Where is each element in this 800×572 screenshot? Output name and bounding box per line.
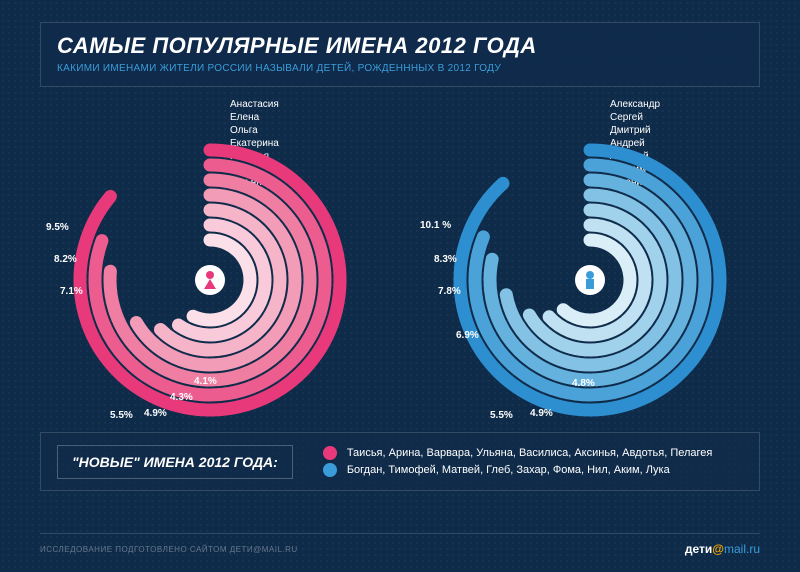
female-dot-icon [323, 446, 337, 460]
male-pct-label: 4.8% [572, 378, 595, 389]
male-pct-label: 7.8% [438, 286, 461, 297]
logo-pre: дети [685, 542, 712, 556]
new-female-row: Таисья, Арина, Варвара, Ульяна, Василиса… [323, 446, 743, 460]
female-pct-label: 8.2% [54, 254, 77, 265]
male-pct-label: 8.3% [434, 254, 457, 265]
male-pct-label: 4.9% [530, 408, 553, 419]
new-names-title: "НОВЫЕ" ИМЕНА 2012 ГОДА: [57, 445, 293, 479]
page-title: САМЫЕ ПОПУЛЯРНЫЕ ИМЕНА 2012 ГОДА [57, 33, 743, 59]
logo-post: mail.ru [724, 542, 760, 556]
male-dot-icon [323, 463, 337, 477]
male-person-body-icon [586, 279, 594, 289]
logo-at-icon: @ [712, 542, 724, 556]
footer: ИССЛЕДОВАНИЕ ПОДГОТОВЛЕНО САЙТОМ ДЕТИ@MA… [40, 533, 760, 556]
male-pct-label: 10.1 % [420, 220, 451, 231]
new-female-list: Таисья, Арина, Варвара, Ульяна, Василиса… [347, 447, 713, 459]
new-names-box: "НОВЫЕ" ИМЕНА 2012 ГОДА: Таисья, Арина, … [40, 432, 760, 491]
female-name-label: Анастасия [230, 98, 350, 111]
new-male-list: Богдан, Тимофей, Матвей, Глеб, Захар, Фо… [347, 464, 670, 476]
male-pct-label: 5.5% [490, 410, 513, 421]
footer-credit: ИССЛЕДОВАНИЕ ПОДГОТОВЛЕНО САЙТОМ ДЕТИ@MA… [40, 545, 298, 554]
female-pct-label: 4.1% [194, 376, 217, 387]
charts-container: АнастасияЕленаОльгаЕкатеринаНатальяАннаТ… [0, 90, 800, 430]
female-chart: АнастасияЕленаОльгаЕкатеринаНатальяАннаТ… [50, 90, 370, 430]
female-pct-label: 4.3% [170, 392, 193, 403]
male-pct-label: 6.9% [456, 330, 479, 341]
header: САМЫЕ ПОПУЛЯРНЫЕ ИМЕНА 2012 ГОДА КАКИМИ … [40, 22, 760, 87]
female-pct-label: 5.5% [110, 410, 133, 421]
male-name-label: Александр [610, 98, 730, 111]
male-chart: АлександрСергейДмитрийАндрейАлексейМакси… [430, 90, 750, 430]
female-pct-label: 4.9% [144, 408, 167, 419]
female-pct-label: 9.5% [46, 222, 69, 233]
female-name-label: Елена [230, 111, 350, 124]
male-name-label: Сергей [610, 111, 730, 124]
female-person-icon [206, 271, 214, 279]
page-subtitle: КАКИМИ ИМЕНАМИ ЖИТЕЛИ РОССИИ НАЗЫВАЛИ ДЕ… [57, 63, 743, 74]
logo: дети@mail.ru [685, 542, 760, 556]
new-male-row: Богдан, Тимофей, Матвей, Глеб, Захар, Фо… [323, 463, 743, 477]
new-names-lists: Таисья, Арина, Варвара, Ульяна, Василиса… [323, 443, 743, 480]
female-pct-label: 7.1% [60, 286, 83, 297]
male-person-icon [586, 271, 594, 279]
